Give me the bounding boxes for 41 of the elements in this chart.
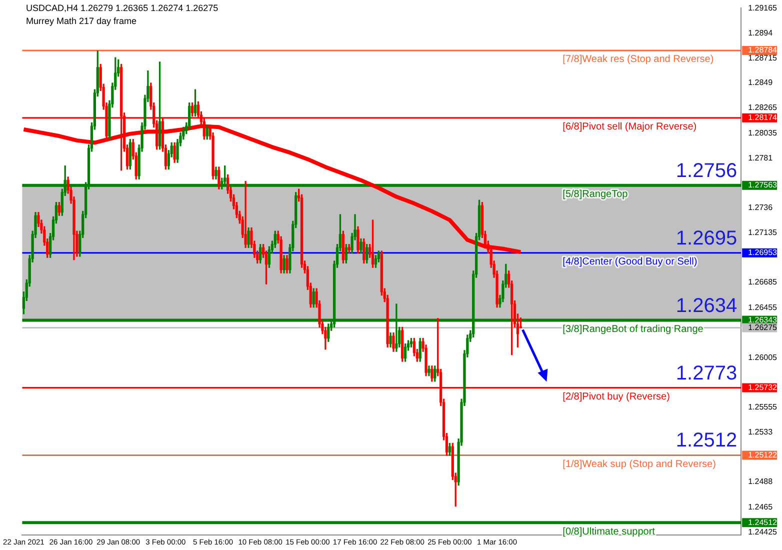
y-tick-label: 1.2849 [748,78,774,88]
y-tick-label: 1.25732 [748,382,778,392]
y-tick-label: 1.2465 [748,502,774,512]
y-tick-label: 1.26275 [748,322,778,332]
y-tick-label: 1.26953 [748,248,778,258]
y-tick-label: 1.24512 [748,518,778,527]
y-tick-label: 1.28035 [748,128,778,138]
y-tick-label: 1.25122 [748,450,778,460]
ref-line-label: [4/8]Center (Good Buy or Sell) [562,256,698,268]
y-tick-label: 1.29165 [748,4,778,13]
y-tick-label: 1.27135 [748,228,778,237]
y-tick-label: 1.27563 [748,180,778,190]
y-tick-label: 1.28265 [748,103,778,112]
ref-line-label: [5/8]RangeTop [562,189,628,200]
ref-line-label: [2/8]Pivot buy (Reverse) [562,392,670,403]
y-tick-label: 1.28174 [748,113,778,122]
y-tick-label: 1.2736 [748,203,774,212]
annotation: 1.2695 [676,227,738,250]
y-tick-label: 1.2894 [748,28,774,38]
y-tick-label: 1.2488 [748,477,774,486]
y-tick-label: 1.25555 [748,402,778,412]
y-tick-label: 1.2781 [748,153,774,162]
ref-line-label: [6/8]Pivot sell (Major Reverse) [562,122,697,133]
ref-line-label: [0/8]Ultimate support [562,526,656,538]
ref-line-label: [1/8]Weak sup (Stop and Reverse) [562,458,716,470]
annotation: 1.2756 [676,160,738,182]
y-tick-label: 1.26343 [748,315,778,324]
annotation: 1.2634 [676,294,738,317]
ref-line-label: [7/8]Weak res (Stop and Reverse) [562,54,714,66]
chart-title: USDCAD,H4 1.26279 1.26365 1.26274 1.26275 [26,2,218,15]
y-tick-label: 1.26455 [748,303,778,312]
annotation: 1.2773 [676,362,738,384]
text: Murrey Math 217 day frame [26,15,138,28]
y-tick-label: 1.26005 [748,352,778,362]
annotation: 1.2512 [676,430,738,452]
y-tick-label: 1.26685 [748,278,778,287]
y-tick-label: 1.2533 [748,427,774,436]
y-tick-label: 1.28715 [748,53,778,62]
ref-line-label: [3/8]RangeBot of trading Range [562,324,704,335]
y-tick-label: 1.28784 [748,46,778,55]
y-tick-label: 1.24425 [748,527,778,536]
